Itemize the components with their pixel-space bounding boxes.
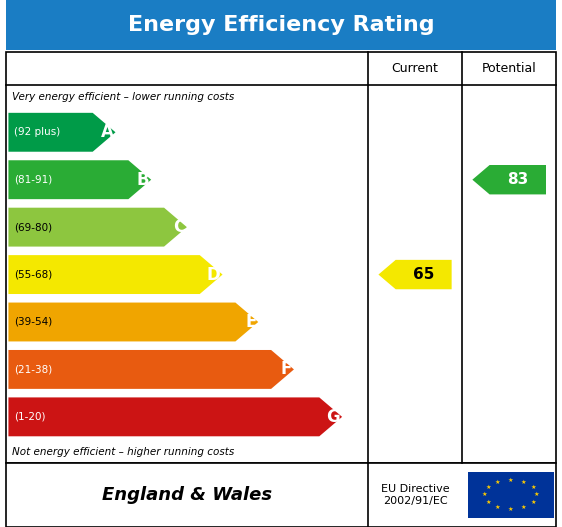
- Text: (21-38): (21-38): [14, 365, 52, 374]
- Text: F: F: [281, 360, 292, 378]
- Text: EU Directive
2002/91/EC: EU Directive 2002/91/EC: [380, 484, 450, 505]
- Text: 83: 83: [507, 172, 528, 187]
- Text: ★: ★: [495, 505, 501, 510]
- Text: Potential: Potential: [482, 62, 537, 75]
- Text: Not energy efficient – higher running costs: Not energy efficient – higher running co…: [12, 447, 234, 456]
- Text: ★: ★: [486, 485, 491, 490]
- Text: Energy Efficiency Rating: Energy Efficiency Rating: [128, 15, 434, 35]
- Text: ★: ★: [507, 477, 514, 483]
- Text: ★: ★: [495, 480, 501, 484]
- Text: Very energy efficient – lower running costs: Very energy efficient – lower running co…: [12, 92, 234, 102]
- Text: C: C: [173, 218, 185, 236]
- Text: D: D: [207, 266, 221, 284]
- Text: G: G: [327, 408, 340, 426]
- Text: (1-20): (1-20): [14, 412, 46, 422]
- Text: B: B: [137, 171, 149, 189]
- Text: ★: ★: [530, 485, 536, 490]
- Text: (81-91): (81-91): [14, 175, 52, 184]
- Text: ★: ★: [507, 507, 514, 512]
- Text: England & Wales: England & Wales: [102, 486, 272, 504]
- Text: ★: ★: [533, 492, 539, 497]
- Text: ★: ★: [482, 492, 488, 497]
- Text: 65: 65: [413, 267, 434, 282]
- Text: ★: ★: [530, 500, 536, 505]
- Text: ★: ★: [520, 505, 526, 510]
- Text: (92 plus): (92 plus): [14, 128, 60, 137]
- Text: A: A: [101, 123, 114, 141]
- Text: ★: ★: [520, 480, 526, 484]
- Text: Current: Current: [392, 62, 438, 75]
- Text: (69-80): (69-80): [14, 222, 52, 232]
- Text: (39-54): (39-54): [14, 317, 52, 327]
- Text: (55-68): (55-68): [14, 270, 52, 279]
- Text: E: E: [245, 313, 256, 331]
- Text: ★: ★: [486, 500, 491, 505]
